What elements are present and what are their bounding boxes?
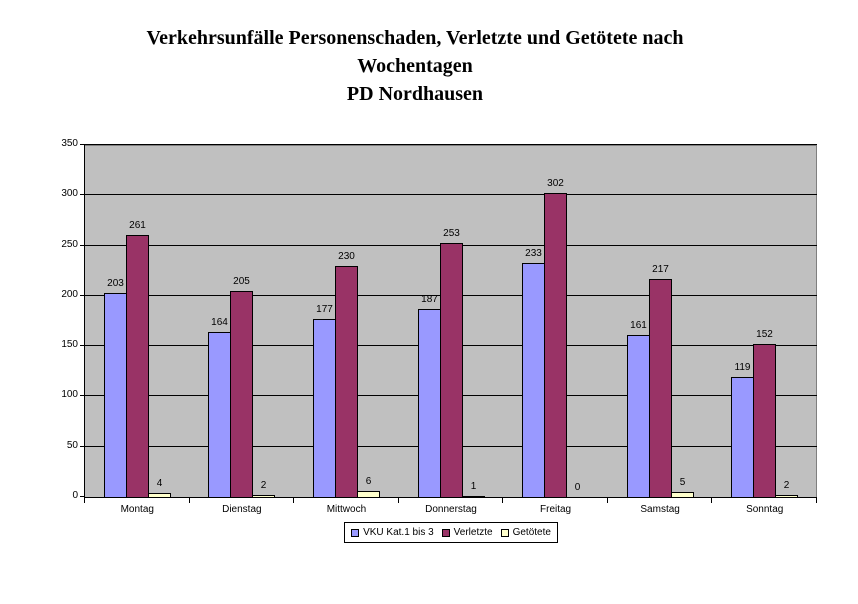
bar-verletzte-freitag xyxy=(544,193,567,498)
x-axis-tick xyxy=(711,498,712,503)
chart-title-line-2: Wochentagen xyxy=(357,55,473,77)
y-axis-tick xyxy=(80,395,85,396)
y-axis-tick xyxy=(80,194,85,195)
bar-verletzte-dienstag xyxy=(230,291,253,498)
bar-value-label: 302 xyxy=(547,178,564,189)
y-axis-label: 250 xyxy=(61,239,78,250)
bar-value-label: 261 xyxy=(129,220,146,231)
bar-verletzte-donnerstag xyxy=(440,243,463,498)
x-axis xyxy=(84,497,817,498)
bar-verletzte-samstag xyxy=(649,279,672,498)
legend-label: Verletzte xyxy=(453,527,493,538)
legend-swatch-verletzte xyxy=(441,528,450,537)
legend-swatch-vku-kat-1-bis-3 xyxy=(351,528,360,537)
bar-vku-kat-1-bis-3-sonntag xyxy=(731,377,754,498)
bar-value-label: 119 xyxy=(734,362,751,373)
y-axis xyxy=(84,145,85,498)
x-axis-tick xyxy=(84,498,85,503)
y-axis-tick xyxy=(80,144,85,145)
bar-value-label: 6 xyxy=(365,476,372,487)
bar-value-label: 217 xyxy=(652,264,669,275)
x-axis-label-montag: Montag xyxy=(120,504,154,515)
bar-value-label: 187 xyxy=(421,294,438,305)
y-axis-tick xyxy=(80,446,85,447)
bar-value-label: 164 xyxy=(211,317,228,328)
legend-label: Getötete xyxy=(512,527,551,538)
x-axis-label-dienstag: Dienstag xyxy=(222,504,262,515)
x-axis-label-samstag: Samstag xyxy=(640,504,680,515)
bar-verletzte-sonntag xyxy=(753,344,776,498)
x-axis-tick xyxy=(607,498,608,503)
x-axis-tick xyxy=(293,498,294,503)
legend-row: VKU Kat.1 bis 3 Verletzte Getötete xyxy=(85,522,817,543)
bar-verletzte-mittwoch xyxy=(335,266,358,498)
bar-value-label: 1 xyxy=(470,481,477,492)
gridline-300 xyxy=(85,194,817,195)
x-axis-label-sonntag: Sonntag xyxy=(746,504,784,515)
bar-value-label: 161 xyxy=(630,320,647,331)
chart-title-line-3: PD Nordhausen xyxy=(346,83,484,105)
x-axis-label-donnerstag: Donnerstag xyxy=(425,504,477,515)
gridline-350 xyxy=(85,144,817,145)
y-axis-tick xyxy=(80,245,85,246)
legend-item-verletzte: Verletzte xyxy=(441,527,493,538)
y-axis-tick xyxy=(80,295,85,296)
y-axis-tick xyxy=(80,496,85,497)
bar-vku-kat-1-bis-3-dienstag xyxy=(208,332,231,498)
x-axis-tick xyxy=(502,498,503,503)
x-axis-label-mittwoch: Mittwoch xyxy=(326,504,367,515)
y-axis-label: 350 xyxy=(61,138,78,149)
legend: VKU Kat.1 bis 3 Verletzte Getötete xyxy=(344,522,558,543)
bar-value-label: 5 xyxy=(679,477,686,488)
bar-value-label: 0 xyxy=(574,482,581,493)
x-axis-label-freitag: Freitag xyxy=(540,504,572,515)
bar-value-label: 233 xyxy=(525,248,542,259)
legend-swatch-getoetete xyxy=(500,528,509,537)
legend-item-getoetete: Getötete xyxy=(500,527,551,538)
bar-value-label: 2 xyxy=(783,480,790,491)
chart-title-line-1: Verkehrsunfälle Personenschaden, Verletz… xyxy=(146,27,684,49)
y-axis-tick xyxy=(80,345,85,346)
legend-label: VKU Kat.1 bis 3 xyxy=(363,527,434,538)
bar-value-label: 4 xyxy=(156,478,163,489)
bar-value-label: 2 xyxy=(260,480,267,491)
y-axis-label: 50 xyxy=(66,440,78,451)
chart-title: Verkehrsunfälle Personenschaden, Verletz… xyxy=(0,24,830,108)
bar-vku-kat-1-bis-3-samstag xyxy=(627,335,650,498)
bar-value-label: 205 xyxy=(233,276,250,287)
bar-value-label: 253 xyxy=(443,228,460,239)
bar-value-label: 152 xyxy=(756,329,773,340)
x-axis-tick xyxy=(398,498,399,503)
x-axis-tick xyxy=(816,498,817,503)
bar-vku-kat-1-bis-3-donnerstag xyxy=(418,309,441,498)
y-axis-label: 150 xyxy=(61,339,78,350)
y-axis-label: 300 xyxy=(61,188,78,199)
legend-item-vku-kat-1-bis-3: VKU Kat.1 bis 3 xyxy=(351,527,434,538)
x-axis-tick xyxy=(189,498,190,503)
bar-verletzte-montag xyxy=(126,235,149,498)
bar-vku-kat-1-bis-3-mittwoch xyxy=(313,319,336,498)
y-axis-label: 100 xyxy=(61,389,78,400)
bar-value-label: 230 xyxy=(338,251,355,262)
bar-vku-kat-1-bis-3-freitag xyxy=(522,263,545,498)
bar-value-label: 203 xyxy=(107,278,124,289)
bar-vku-kat-1-bis-3-montag xyxy=(104,293,127,498)
y-axis-label: 200 xyxy=(61,289,78,300)
y-axis-label: 0 xyxy=(72,490,78,501)
bar-value-label: 177 xyxy=(316,304,333,315)
